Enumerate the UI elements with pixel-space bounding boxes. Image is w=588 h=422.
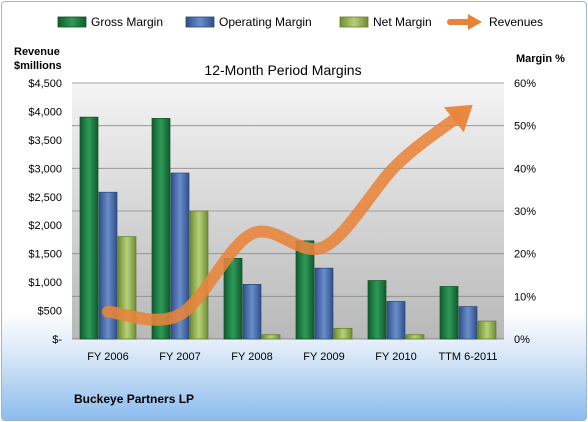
right-tick-label: 30% — [514, 206, 536, 218]
legend-label-net-margin: Net Margin — [373, 15, 432, 29]
left-axis-title-line1: Revenue — [14, 46, 60, 58]
left-tick-label: $2,500 — [28, 192, 62, 204]
left-tick-label: $- — [52, 334, 62, 346]
legend-arrow-revenues — [468, 14, 482, 30]
legend-item-operating-margin: Operating Margin — [185, 15, 312, 29]
legend-swatch-net-margin — [339, 16, 369, 28]
legend-swatch-gross-margin — [57, 16, 87, 28]
bar-gross-margin — [367, 280, 387, 340]
x-tick-label: FY 2008 — [231, 351, 272, 363]
right-tick-label: 0% — [514, 334, 530, 346]
bar-net-margin — [405, 334, 425, 340]
bar-operating-margin — [386, 301, 406, 340]
company-name: Buckeye Partners LP — [74, 392, 194, 406]
bars — [79, 116, 497, 340]
right-tick-label: 10% — [514, 291, 536, 303]
legend-swatch-operating-margin — [185, 16, 215, 28]
legend: Gross Margin Operating Margin Net Margin… — [57, 14, 543, 30]
x-axis-ticks: FY 2006 FY 2007 FY 2008 FY 2009 FY 2010 TTM 6… — [87, 351, 497, 363]
bar-net-margin — [477, 320, 497, 340]
right-axis-title: Margin % — [516, 53, 565, 65]
revenue-line — [102, 112, 462, 326]
gridlines — [72, 82, 504, 340]
legend-label-gross-margin: Gross Margin — [91, 15, 163, 29]
left-axis-title-line2: $millions — [14, 60, 62, 72]
bar-gross-margin — [295, 240, 315, 340]
legend-item-revenues: Revenues — [447, 14, 543, 30]
x-tick-label: FY 2009 — [303, 351, 344, 363]
bar-gross-margin — [223, 258, 243, 340]
bar-operating-margin — [170, 172, 190, 340]
bar-gross-margin — [439, 286, 459, 340]
left-tick-label: $1,500 — [28, 249, 62, 261]
bar-net-margin — [117, 236, 137, 340]
right-tick-label: 50% — [514, 121, 536, 133]
legend-item-gross-margin: Gross Margin — [57, 15, 163, 29]
bar-operating-margin — [314, 267, 334, 340]
chart-title: 12-Month Period Margins — [204, 62, 361, 78]
left-tick-label: $1,000 — [28, 277, 62, 289]
right-tick-label: 40% — [514, 163, 536, 175]
right-tick-label: 20% — [514, 249, 536, 261]
bar-gross-margin — [151, 118, 171, 340]
bar-gross-margin — [79, 116, 99, 340]
left-tick-label: $500 — [38, 306, 62, 318]
left-tick-label: $3,500 — [28, 135, 62, 147]
x-tick-label: FY 2006 — [87, 351, 128, 363]
legend-item-net-margin: Net Margin — [339, 15, 432, 29]
bar-net-margin — [189, 210, 209, 340]
x-tick-label: TTM 6-2011 — [438, 351, 497, 363]
left-tick-label: $4,500 — [28, 78, 62, 90]
bar-operating-margin — [98, 191, 118, 340]
bar-operating-margin — [458, 306, 478, 340]
left-tick-label: $2,000 — [28, 220, 62, 232]
legend-label-operating-margin: Operating Margin — [219, 15, 312, 29]
x-tick-label: FY 2010 — [375, 351, 416, 363]
bar-net-margin — [333, 327, 353, 340]
bar-operating-margin — [242, 284, 262, 340]
left-tick-label: $3,000 — [28, 163, 62, 175]
legend-label-revenues: Revenues — [489, 15, 543, 29]
left-tick-label: $4,000 — [28, 106, 62, 118]
revenue-arrowhead — [443, 104, 473, 133]
revenue-line-group — [102, 104, 473, 326]
x-tick-label: FY 2007 — [159, 351, 200, 363]
left-axis-ticks: $- $500 $1,000 $1,500 $2,000 $2,500 $3,000 $3,5… — [28, 78, 62, 346]
bar-net-margin — [261, 334, 281, 340]
right-axis-ticks: 0% 10% 20% 30% 40% 50% 60% — [514, 78, 536, 346]
right-tick-label: 60% — [514, 78, 536, 90]
